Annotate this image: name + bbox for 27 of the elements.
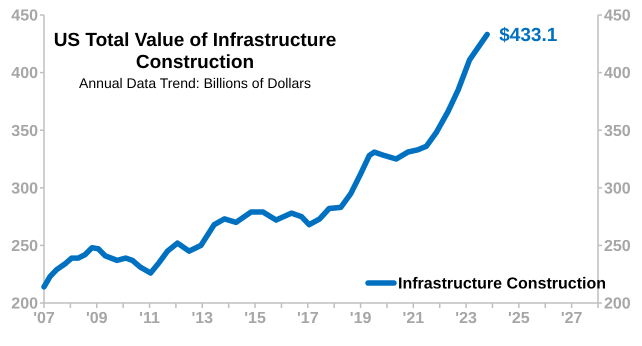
- y2-tick-label: 250: [604, 238, 631, 255]
- text: Annual Data Trend: Billions of Dollars: [79, 75, 311, 91]
- y-tick-label: 350: [11, 122, 38, 140]
- legend-label: Infrastructure Construction: [398, 276, 606, 293]
- y-tick-label: 250: [11, 238, 38, 255]
- x-tick-label: '09: [86, 310, 108, 327]
- x-tick-label: '19: [350, 310, 372, 327]
- text: US Total Value of Infrastructure Construction: [54, 30, 336, 73]
- y-tick-label: 200: [11, 296, 38, 313]
- y-tick-label: 400: [11, 65, 38, 82]
- x-tick-label: '25: [508, 310, 530, 327]
- y2-tick-label: 450: [604, 8, 631, 25]
- y2-tick-label: 350: [604, 122, 631, 140]
- y2-tick-label: 400: [604, 65, 631, 82]
- y-tick-label: 450: [11, 8, 38, 25]
- x-tick-label: '11: [139, 310, 160, 327]
- y-tick-label: 300: [11, 180, 38, 198]
- x-tick-label: '23: [455, 310, 477, 327]
- x-tick-label: '07: [33, 310, 55, 327]
- x-tick-label: '27: [560, 310, 583, 327]
- x-tick-label: '17: [297, 310, 319, 327]
- x-tick-label: '21: [402, 310, 424, 327]
- y2-tick-label: 200: [604, 296, 631, 313]
- x-tick-label: '15: [244, 310, 266, 327]
- annotation: $433.1: [499, 25, 558, 46]
- y2-tick-label: 300: [604, 180, 631, 198]
- x-tick-label: '13: [191, 310, 214, 327]
